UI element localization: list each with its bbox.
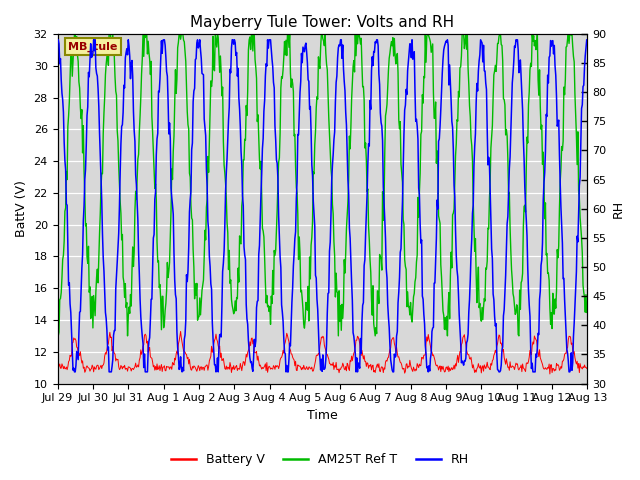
Y-axis label: RH: RH <box>612 200 625 218</box>
Text: MB_tule: MB_tule <box>68 42 118 52</box>
X-axis label: Time: Time <box>307 409 338 422</box>
Y-axis label: BattV (V): BattV (V) <box>15 180 28 237</box>
Legend: Battery V, AM25T Ref T, RH: Battery V, AM25T Ref T, RH <box>166 448 474 471</box>
Title: Mayberry Tule Tower: Volts and RH: Mayberry Tule Tower: Volts and RH <box>191 15 454 30</box>
